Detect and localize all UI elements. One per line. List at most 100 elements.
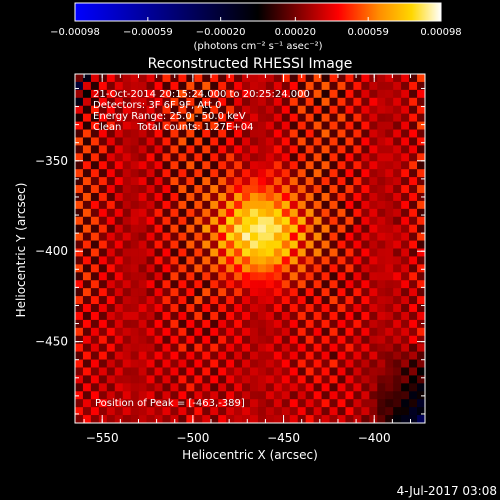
heatmap-cell xyxy=(154,248,163,257)
heatmap-cell xyxy=(281,161,291,170)
heatmap-cell xyxy=(257,74,267,83)
heatmap-cell xyxy=(393,145,402,154)
heatmap-cell xyxy=(377,367,386,376)
heatmap-cell xyxy=(345,169,354,178)
heatmap-cell xyxy=(305,296,314,305)
heatmap-cell xyxy=(321,327,330,337)
heatmap-cell xyxy=(361,335,370,344)
heatmap-cell xyxy=(337,375,346,384)
heatmap-cell xyxy=(377,216,386,225)
heatmap-cell xyxy=(417,161,426,170)
heatmap-cell xyxy=(289,137,299,146)
heatmap-cell xyxy=(162,129,171,138)
heatmap-cell xyxy=(170,311,179,321)
heatmap-cell xyxy=(98,375,108,384)
heatmap-cell xyxy=(210,89,219,99)
heatmap-cell xyxy=(250,248,259,257)
heatmap-cell xyxy=(226,232,235,241)
heatmap-cell xyxy=(202,367,211,376)
heatmap-cell xyxy=(369,391,378,400)
heatmap-cell xyxy=(178,200,187,210)
heatmap-cell xyxy=(297,304,306,313)
heatmap-cell xyxy=(242,192,251,202)
heatmap-cell xyxy=(385,216,394,225)
heatmap-cell xyxy=(122,343,131,352)
heatmap-cell xyxy=(82,137,92,146)
heatmap-cell xyxy=(305,248,314,257)
heatmap-cell xyxy=(409,81,418,91)
heatmap-cell xyxy=(146,311,155,321)
heatmap-cell xyxy=(401,399,410,408)
heatmap-cell xyxy=(178,161,187,170)
heatmap-cell xyxy=(178,216,187,225)
colorbar-tick-label: 0.00020 xyxy=(275,27,316,38)
heatmap-cell xyxy=(226,415,235,424)
heatmap-cell xyxy=(75,224,84,233)
heatmap-cell xyxy=(170,407,179,416)
heatmap-cell xyxy=(186,343,195,352)
heatmap-cell xyxy=(90,407,100,416)
heatmap-cell xyxy=(226,335,235,344)
heatmap-cell xyxy=(242,272,251,281)
heatmap-cell xyxy=(257,304,267,313)
heatmap-cell xyxy=(210,407,219,416)
heatmap-cell xyxy=(377,359,386,368)
heatmap-cell xyxy=(377,272,386,281)
heatmap-cell xyxy=(289,208,299,218)
heatmap-cell xyxy=(122,113,131,122)
heatmap-cell xyxy=(401,177,410,186)
heatmap-cell xyxy=(218,296,227,305)
heatmap-cell xyxy=(75,407,84,416)
heatmap-cell xyxy=(138,415,147,424)
heatmap-cell xyxy=(257,399,267,408)
heatmap-cell xyxy=(162,280,171,289)
heatmap-cell xyxy=(114,121,124,130)
heatmap-cell xyxy=(265,319,275,329)
heatmap-cell xyxy=(186,216,195,225)
heatmap-cell xyxy=(409,153,418,162)
heatmap-cell xyxy=(138,208,147,218)
heatmap-cell xyxy=(98,113,108,122)
heatmap-cell xyxy=(90,216,100,225)
heatmap-cell xyxy=(417,264,426,273)
heatmap-cell xyxy=(321,177,330,186)
heatmap-cell xyxy=(345,185,354,194)
heatmap-cell xyxy=(401,264,410,273)
heatmap-cell xyxy=(75,192,84,202)
heatmap-cell xyxy=(170,327,179,337)
heatmap-cell xyxy=(321,200,330,210)
heatmap-cell xyxy=(202,264,211,273)
heatmap-cell xyxy=(162,200,171,210)
heatmap-cell xyxy=(273,288,283,297)
heatmap-cell xyxy=(265,153,275,162)
heatmap-cell xyxy=(273,415,283,424)
heatmap-cell xyxy=(98,288,108,297)
heatmap-cell xyxy=(170,81,179,91)
heatmap-cell xyxy=(265,105,275,114)
heatmap-cell xyxy=(401,359,410,368)
heatmap-cell xyxy=(234,200,243,210)
heatmap-cell xyxy=(417,367,426,376)
heatmap-cell xyxy=(98,319,108,329)
heatmap-cell xyxy=(90,296,100,305)
heatmap-cell xyxy=(106,74,116,83)
heatmap-cell xyxy=(257,121,267,130)
heatmap-cell xyxy=(226,319,235,329)
heatmap-cell xyxy=(409,280,418,289)
heatmap-cell xyxy=(98,121,108,130)
heatmap-cell xyxy=(265,169,275,178)
heatmap-cell xyxy=(226,113,235,122)
heatmap-cell xyxy=(210,375,219,384)
heatmap-cell xyxy=(321,192,330,202)
heatmap-cell xyxy=(122,240,131,249)
heatmap-cell xyxy=(289,280,299,289)
heatmap-cell xyxy=(98,296,108,305)
heatmap-cell xyxy=(82,351,92,360)
heatmap-cell xyxy=(281,232,291,241)
heatmap-cell xyxy=(417,81,426,91)
heatmap-cell xyxy=(178,367,187,376)
heatmap-cell xyxy=(186,232,195,241)
heatmap-cell xyxy=(250,200,259,210)
heatmap-cell xyxy=(361,185,370,194)
heatmap-cell xyxy=(313,192,322,202)
